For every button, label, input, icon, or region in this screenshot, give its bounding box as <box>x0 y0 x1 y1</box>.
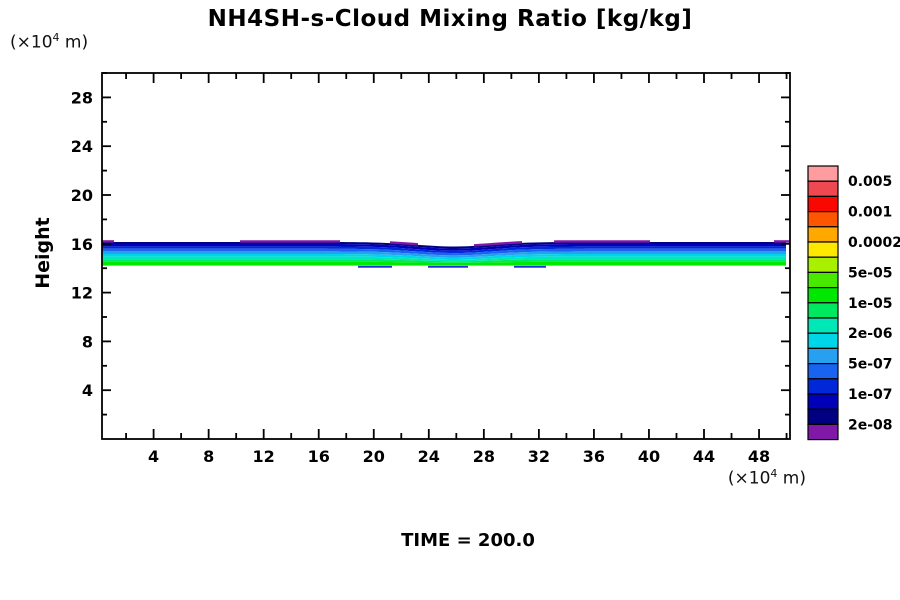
y-tick-label: 20 <box>71 186 93 205</box>
chart-title: NH4SH-s-Cloud Mixing Ratio [kg/kg] <box>207 6 693 32</box>
colorbar-label: 2e-06 <box>848 326 893 342</box>
colorbar-cell <box>807 347 839 365</box>
axes-frame <box>101 72 791 440</box>
colorbar: 0.005 0.001 0.0002 5e-05 1e-05 2e-06 5e-07 1e-0… <box>807 165 900 441</box>
x-unit-suffix: m) <box>777 468 806 489</box>
colorbar-label: 2e-08 <box>848 417 893 433</box>
band-stripe <box>102 251 786 258</box>
colorbar-cell <box>807 211 839 228</box>
colorbar-cell <box>807 408 839 426</box>
y-unit-exponent: 4 <box>52 31 60 44</box>
time-label: TIME = 200.0 <box>401 530 535 551</box>
colorbar-cell <box>807 180 839 197</box>
colorbar-cell <box>807 363 839 380</box>
colorbar-cell <box>807 393 839 410</box>
colorbar-cell <box>807 241 839 258</box>
band-stripe <box>102 259 786 263</box>
x-unit-prefix: (×10 <box>727 468 771 489</box>
band-stripe <box>102 244 786 251</box>
x-tick-label: 40 <box>638 447 660 466</box>
colorbar-cell <box>807 287 839 304</box>
band-stripe <box>102 248 786 256</box>
colorbar-cell <box>807 256 839 274</box>
cloud-top-purple-dash <box>390 241 418 246</box>
x-tick-label: 36 <box>583 447 605 466</box>
x-tick-label: 4 <box>148 447 159 466</box>
subcloud-dash <box>514 265 546 268</box>
colorbar-cell <box>807 226 839 243</box>
x-tick-label: 12 <box>253 447 275 466</box>
cloud-top-purple-dash <box>240 240 340 243</box>
colorbar-cell <box>807 317 839 334</box>
y-tick-label: 28 <box>71 88 93 107</box>
x-tick-label: 32 <box>528 447 550 466</box>
x-unit-exponent: 4 <box>770 467 778 480</box>
x-tick-label: 48 <box>748 447 770 466</box>
subcloud-dash <box>358 265 392 268</box>
cloud-top-purple-dash <box>554 240 650 243</box>
y-tick-label: 12 <box>71 284 93 303</box>
colorbar-label: 1e-07 <box>848 387 893 403</box>
colorbar-label: 1e-05 <box>848 296 893 312</box>
colorbar-cell <box>807 195 839 213</box>
colorbar-label: 5e-05 <box>848 265 893 281</box>
colorbar-label: 5e-07 <box>848 357 893 373</box>
cloud-top-purple-dash <box>102 240 114 243</box>
x-axis-unit-label: (×104 m) <box>640 467 806 489</box>
colorbar-cell <box>807 423 839 441</box>
y-unit-prefix: (×10 <box>10 32 53 53</box>
cloud-band <box>102 240 790 268</box>
subcloud-dash <box>428 265 468 268</box>
y-unit-suffix: m) <box>59 32 89 53</box>
colorbar-label: 0.001 <box>848 205 892 221</box>
x-tick-label: 20 <box>363 447 385 466</box>
band-stripe <box>102 242 786 249</box>
band-stripe <box>102 256 786 262</box>
colorbar-label: 0.005 <box>848 174 892 190</box>
band-stripe <box>102 246 786 254</box>
band-stripe <box>102 254 786 260</box>
colorbar-cell <box>807 332 839 350</box>
x-tick-label: 8 <box>203 447 214 466</box>
colorbar-cell <box>807 378 839 395</box>
plot-frame <box>101 72 791 440</box>
colorbar-cell <box>807 165 839 182</box>
colorbar-label: 0.0002 <box>848 235 900 251</box>
y-tick-label: 4 <box>82 381 93 400</box>
x-tick-label: 28 <box>473 447 495 466</box>
colorbar-cell <box>807 302 839 319</box>
colorbar-cell <box>807 271 839 289</box>
cloud-top-purple-dash <box>774 240 790 243</box>
x-tick-label: 44 <box>693 447 715 466</box>
band-stripe <box>102 261 786 266</box>
x-tick-label: 24 <box>418 447 440 466</box>
cloud-top-purple-dash <box>474 241 522 247</box>
x-tick-label: 16 <box>308 447 330 466</box>
y-tick-label: 8 <box>82 332 93 351</box>
y-axis-unit-label: (×104 m) <box>10 31 88 53</box>
y-tick-label: 16 <box>71 235 93 254</box>
y-tick-label: 24 <box>71 137 93 156</box>
